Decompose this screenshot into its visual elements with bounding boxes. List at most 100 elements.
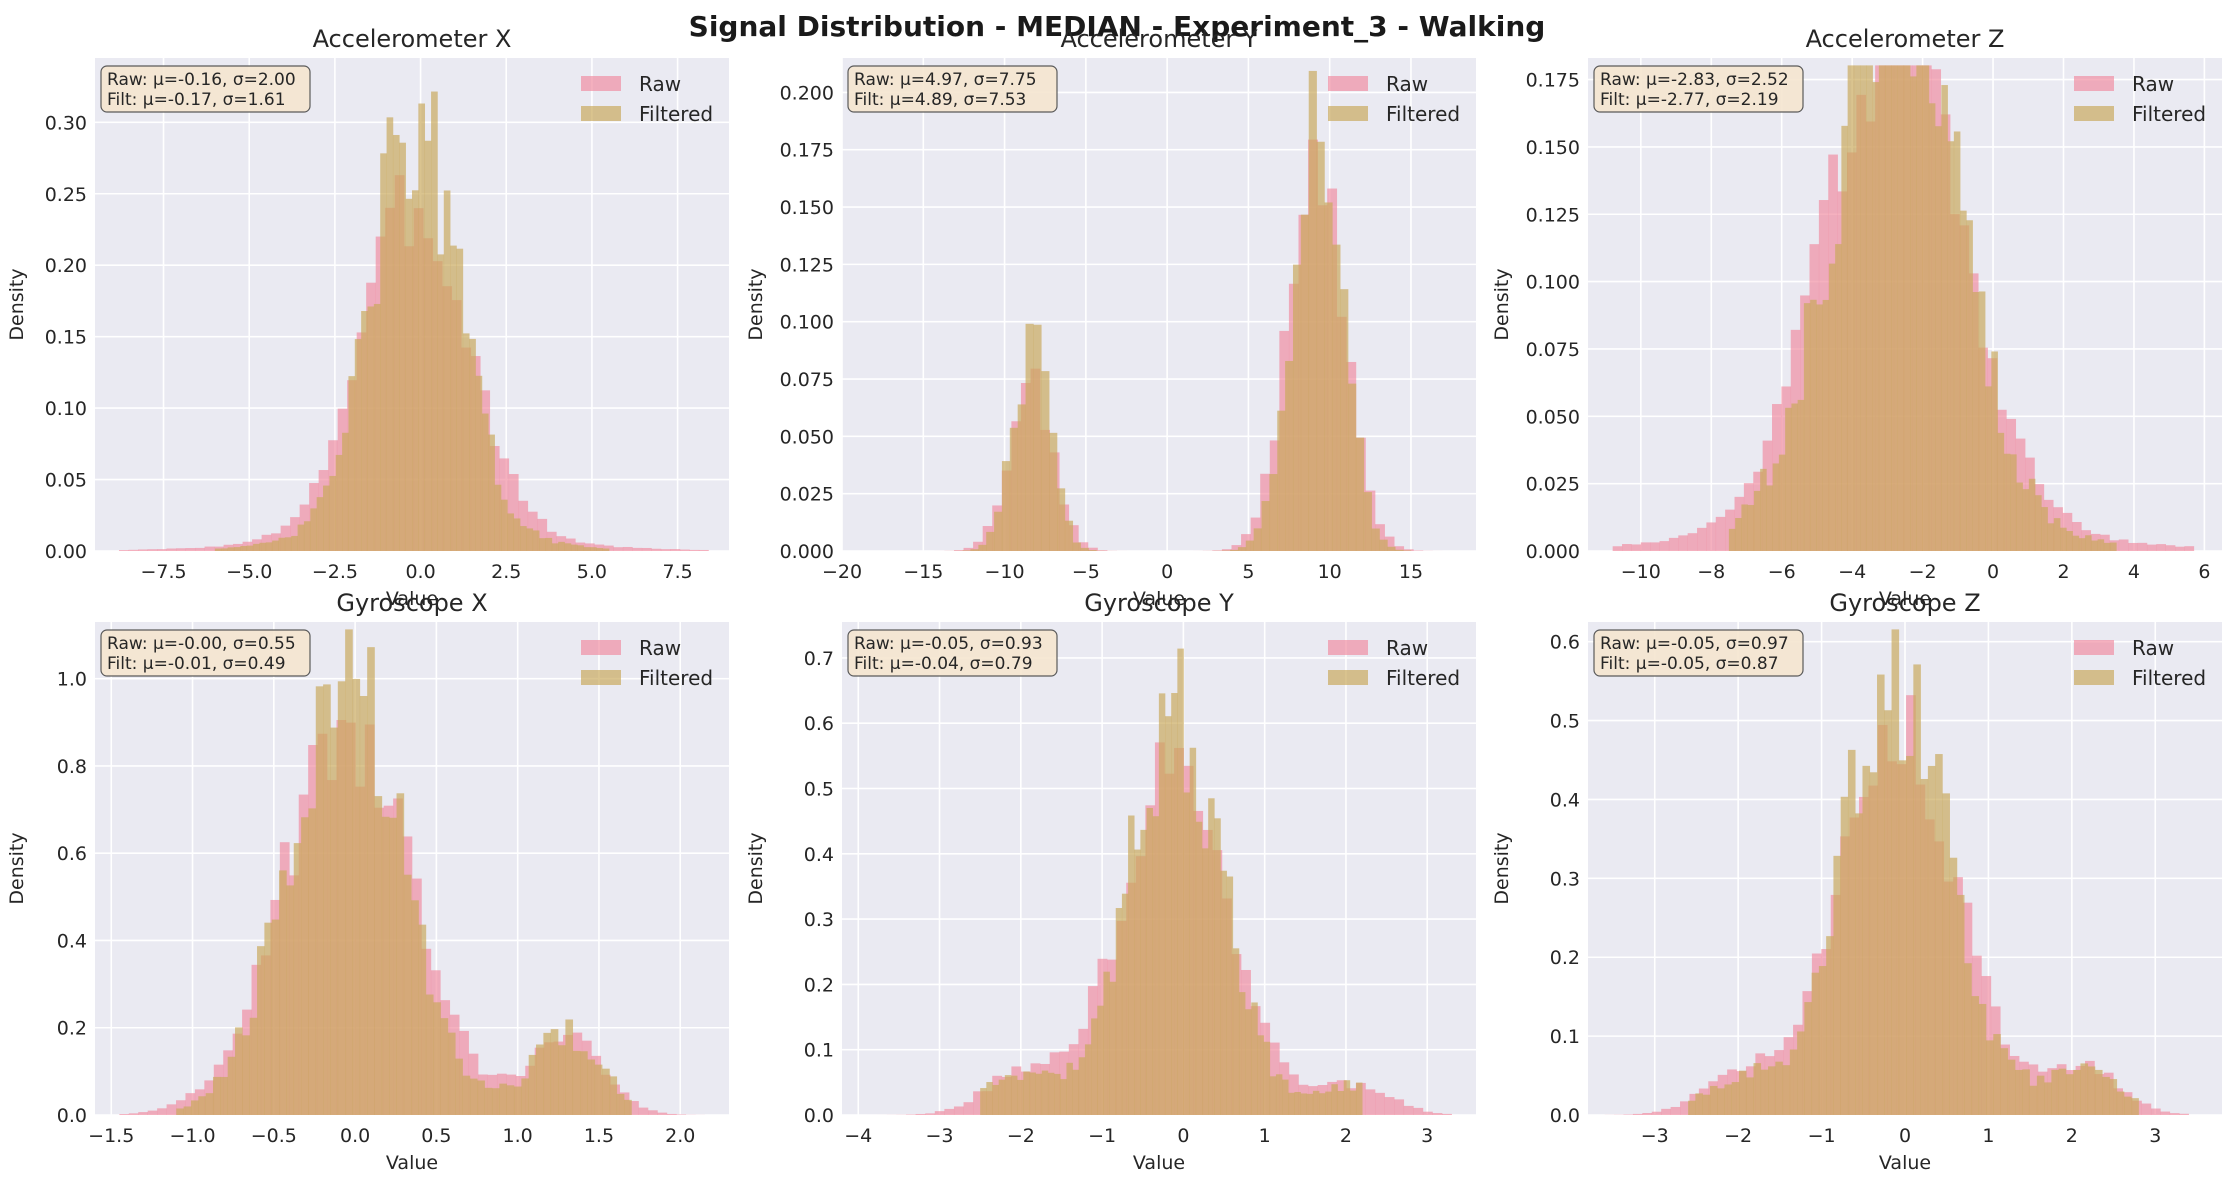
- x-axis-label: Value: [1133, 1152, 1185, 1174]
- histogram-bar: [1828, 263, 1836, 551]
- histogram-bar: [176, 1100, 186, 1115]
- x-tick-label: 2: [1340, 1125, 1352, 1147]
- histogram-bar: [1860, 65, 1867, 551]
- y-tick-label: 0.075: [780, 369, 834, 391]
- histogram-bar: [1966, 220, 1973, 551]
- histogram-bar: [462, 1075, 471, 1115]
- histogram-bar: [925, 1113, 936, 1115]
- histogram-bar: [1659, 541, 1670, 551]
- legend-swatch-raw: [1328, 76, 1368, 91]
- y-axis-label: Density: [745, 268, 767, 340]
- histogram-bar: [1294, 1091, 1301, 1115]
- histogram-bar: [1697, 527, 1707, 551]
- histogram-bar: [2000, 1048, 2009, 1115]
- histogram-bar: [1947, 141, 1955, 551]
- histogram-bar: [1811, 972, 1820, 1115]
- histogram-bar: [1622, 544, 1632, 551]
- histogram-bar: [1818, 966, 1827, 1115]
- histogram-bar: [1152, 816, 1160, 1115]
- histogram-bar: [308, 808, 317, 1115]
- histogram-bar: [1728, 528, 1736, 551]
- histogram-bar: [1109, 981, 1117, 1115]
- histogram-bar: [2022, 1069, 2030, 1115]
- histogram-bar: [1379, 539, 1388, 551]
- histogram-bar: [469, 1078, 478, 1115]
- y-tick-label: 0.20: [45, 255, 87, 277]
- histogram-bar: [520, 526, 527, 551]
- y-tick-label: 0.050: [780, 426, 834, 448]
- histogram-bar: [1337, 1090, 1345, 1115]
- histogram-bar: [2102, 1076, 2110, 1115]
- y-tick-label: 0.5: [1550, 711, 1580, 733]
- histogram-bar: [2091, 540, 2098, 551]
- histogram-bar: [1687, 533, 1698, 551]
- histogram-bar: [1097, 550, 1108, 551]
- histogram-bar: [1913, 664, 1921, 1115]
- histogram-bar: [367, 647, 375, 1115]
- histogram-bar: [1747, 504, 1755, 551]
- histogram-bar: [412, 190, 419, 551]
- legend-swatch-filtered: [581, 106, 621, 121]
- y-tick-label: 0.100: [1526, 272, 1580, 294]
- histogram-bar: [2085, 535, 2092, 551]
- histogram-bar: [1891, 65, 1898, 551]
- y-axis-label: Density: [6, 268, 28, 340]
- histogram-bar: [227, 1056, 236, 1115]
- x-tick-label: −8: [1697, 561, 1725, 583]
- stats-filtered: Filt: μ=-2.77, σ=2.19: [1600, 90, 1779, 110]
- x-tick-label: 15: [1399, 561, 1423, 583]
- histogram-bar: [2007, 1059, 2016, 1115]
- histogram-bar: [2029, 1085, 2038, 1115]
- histogram-bar: [506, 1085, 515, 1115]
- x-tick-label: 6: [2198, 561, 2210, 583]
- histogram-bar: [651, 548, 662, 551]
- histogram-bar: [1847, 749, 1856, 1115]
- series-filtered: [176, 629, 632, 1115]
- y-tick-label: 0.075: [1526, 339, 1580, 361]
- histogram-bar: [1661, 1108, 1671, 1115]
- histogram-bar: [118, 550, 129, 551]
- x-tick-label: 1.0: [503, 1125, 533, 1147]
- histogram-bar: [2041, 507, 2048, 551]
- histogram-bar: [1319, 1093, 1326, 1115]
- y-tick-label: 0.1: [1550, 1026, 1580, 1048]
- histogram-bar: [1158, 693, 1166, 1115]
- histogram-bar: [1840, 796, 1849, 1115]
- histogram-bar: [1997, 432, 2005, 551]
- histogram-bar: [1146, 808, 1154, 1115]
- legend-label: Raw: [1386, 636, 1428, 660]
- histogram-bar: [1922, 65, 1930, 551]
- series-filtered: [214, 91, 610, 551]
- histogram-bar: [1041, 1070, 1049, 1115]
- series-filtered: [1728, 65, 2117, 551]
- legend-label: Filtered: [2132, 666, 2206, 690]
- panel-title: Accelerometer Y: [1060, 25, 1257, 53]
- legend-label: Raw: [2132, 636, 2174, 660]
- histogram-bar: [1668, 537, 1679, 551]
- histogram-bar: [469, 338, 476, 551]
- histogram-bar: [1422, 1111, 1433, 1115]
- histogram-bar: [198, 1096, 206, 1115]
- legend: Raw Filtered: [581, 636, 713, 690]
- histogram-bar: [214, 548, 222, 551]
- histogram-bar: [1847, 65, 1855, 551]
- histogram-bar: [1760, 468, 1767, 551]
- histogram-bar: [1134, 849, 1141, 1115]
- histogram-bar: [279, 870, 287, 1115]
- x-tick-label: −6: [1768, 561, 1796, 583]
- histogram-bar: [1023, 1071, 1030, 1115]
- histogram-bar: [1432, 1113, 1443, 1115]
- histogram-bar: [508, 474, 519, 551]
- y-tick-label: 0.6: [804, 713, 834, 735]
- y-axis-label: Density: [1491, 832, 1513, 904]
- histogram-bar: [1640, 542, 1651, 551]
- histogram-bar: [433, 1002, 441, 1115]
- histogram-bar: [934, 1111, 945, 1115]
- histogram-bar: [1171, 693, 1178, 1115]
- histogram-bar: [2060, 527, 2067, 551]
- histogram-bar: [1866, 65, 1873, 551]
- histogram-bar: [986, 1082, 993, 1115]
- y-tick-label: 0.4: [57, 930, 87, 952]
